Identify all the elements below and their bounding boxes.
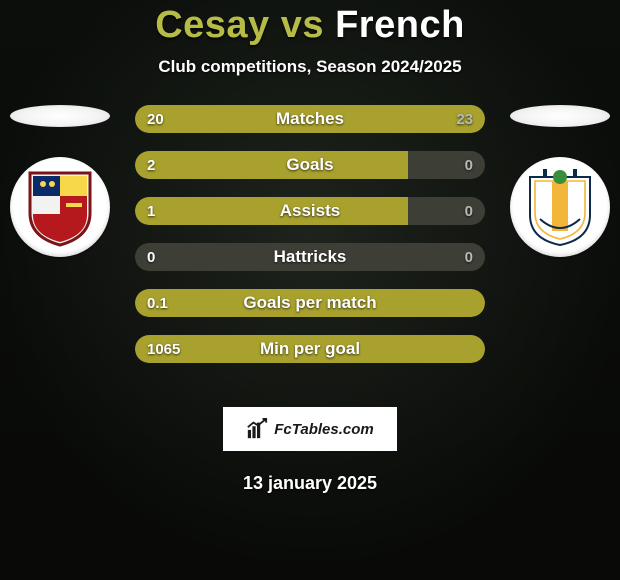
comparison-title: Cesay vs French xyxy=(0,4,620,47)
stat-bars: Matches2023 Goals20 Assists10 Hattricks00 Go… xyxy=(135,105,485,363)
content: Cesay vs French Club competitions, Seaso… xyxy=(0,0,620,494)
vs-label: vs xyxy=(281,4,324,46)
team-2-crest xyxy=(510,157,610,257)
bar-fill-right xyxy=(298,105,485,133)
stats-stage: Matches2023 Goals20 Assists10 Hattricks00 Go… xyxy=(0,105,620,395)
chart-icon xyxy=(246,418,268,440)
brand-text: FcTables.com xyxy=(274,421,373,438)
team-1-crest xyxy=(10,157,110,257)
stat-row: Matches2023 xyxy=(135,105,485,133)
player-1-name: Cesay xyxy=(155,4,269,46)
bar-fill-left xyxy=(135,289,485,317)
snapshot-date: 13 january 2025 xyxy=(0,473,620,494)
club-right xyxy=(510,105,610,257)
stat-row: Min per goal1065 xyxy=(135,335,485,363)
bar-fill-left xyxy=(135,151,408,179)
stat-row: Goals per match0.1 xyxy=(135,289,485,317)
brand-badge: FcTables.com xyxy=(223,407,397,451)
bar-fill-left xyxy=(135,105,298,133)
shield-icon xyxy=(525,167,595,247)
shield-icon xyxy=(25,167,95,247)
stat-row: Goals20 xyxy=(135,151,485,179)
stat-row: Assists10 xyxy=(135,197,485,225)
club-left xyxy=(10,105,110,257)
team-1-ellipse xyxy=(10,105,110,127)
bar-fill-left xyxy=(135,335,485,363)
subtitle: Club competitions, Season 2024/2025 xyxy=(0,57,620,77)
team-2-ellipse xyxy=(510,105,610,127)
player-2-name: French xyxy=(335,4,465,46)
bar-fill-left xyxy=(135,197,408,225)
stat-row: Hattricks00 xyxy=(135,243,485,271)
bar-track xyxy=(135,243,485,271)
